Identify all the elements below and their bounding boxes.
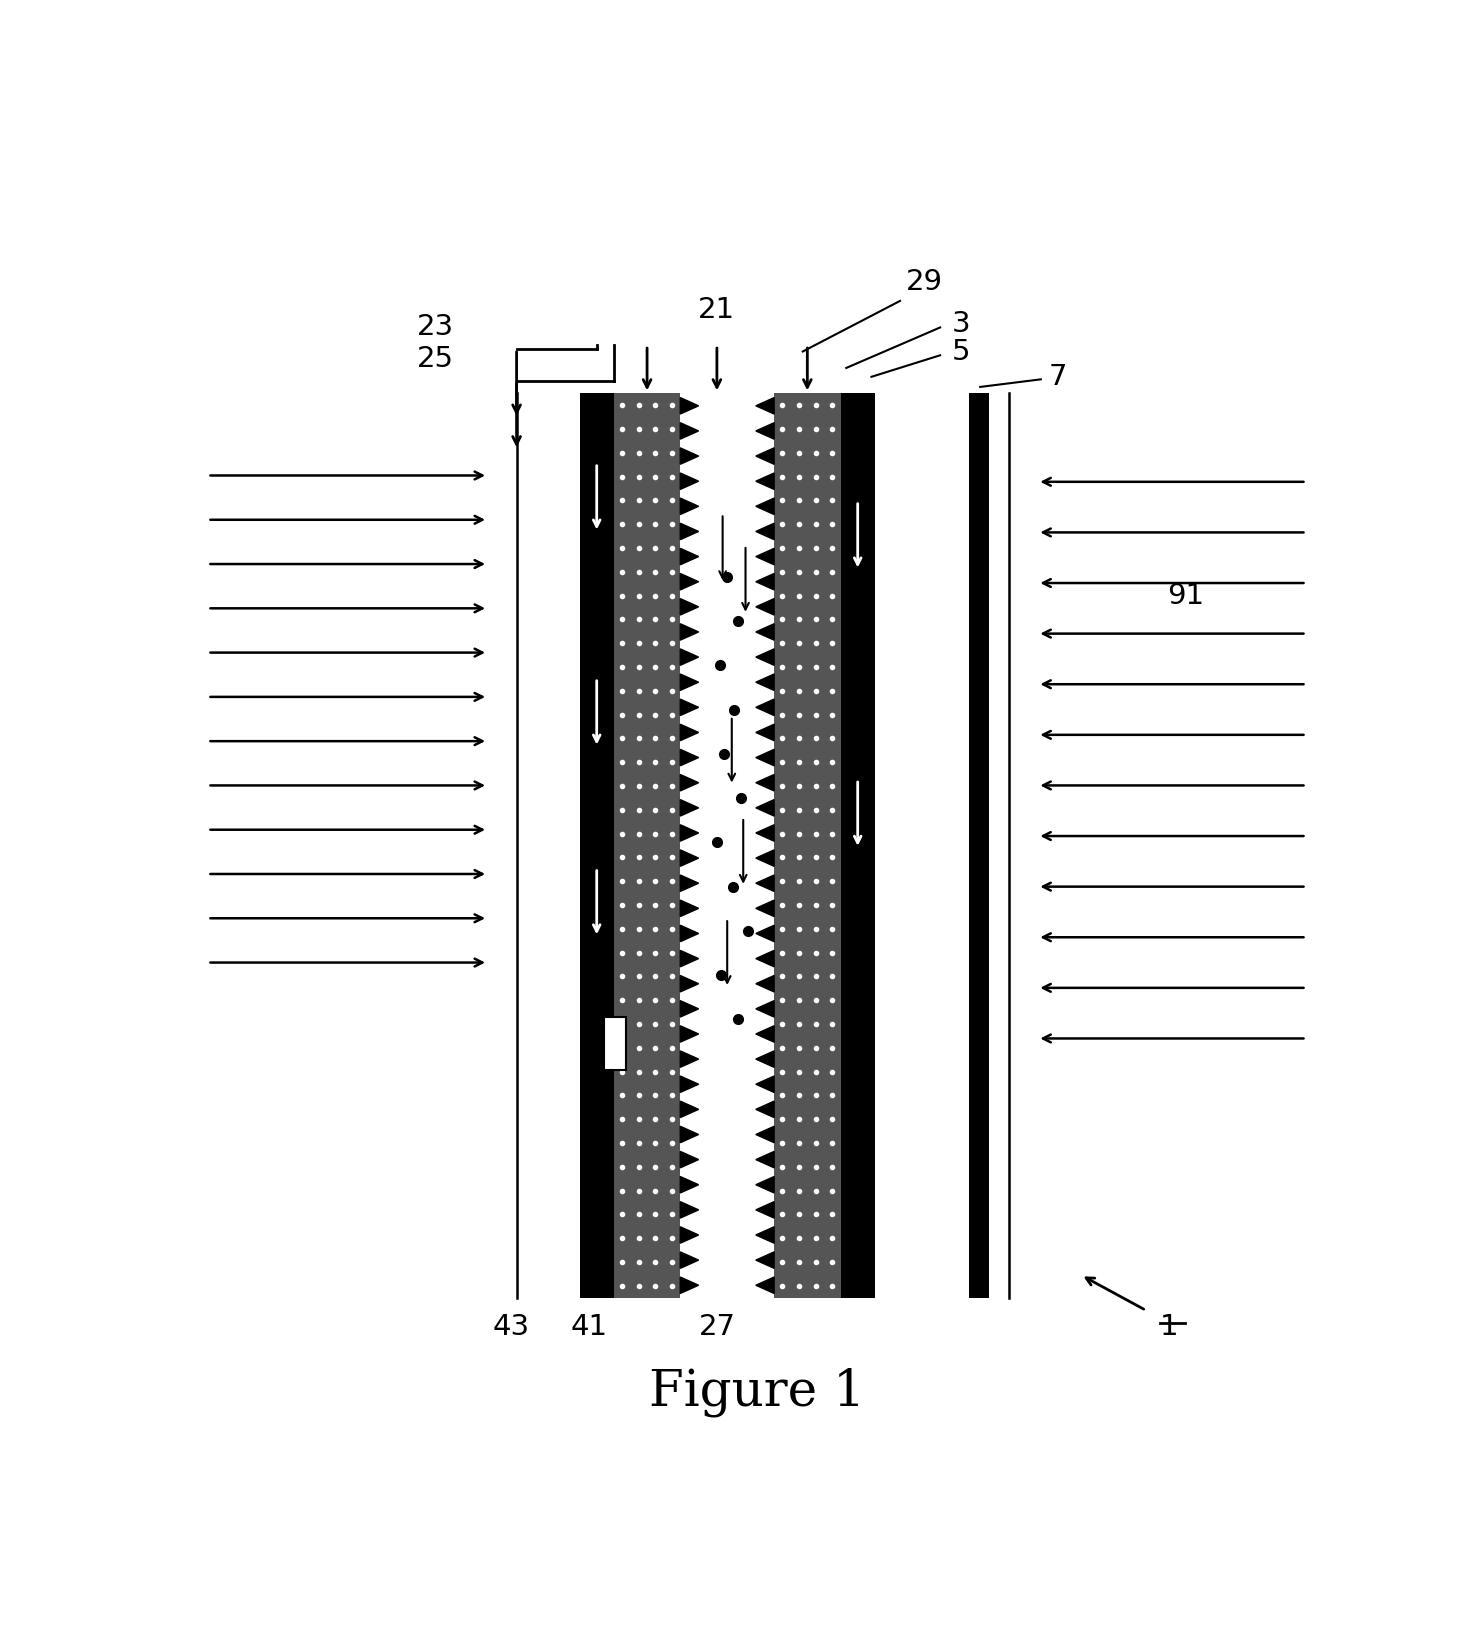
Polygon shape [756, 1052, 774, 1068]
Polygon shape [756, 876, 774, 892]
Polygon shape [681, 1176, 699, 1193]
Polygon shape [681, 549, 699, 565]
Bar [614, 393, 681, 1298]
Polygon shape [756, 573, 774, 590]
Polygon shape [681, 1252, 699, 1268]
Polygon shape [681, 774, 699, 790]
Polygon shape [681, 976, 699, 992]
Text: 21: 21 [699, 296, 736, 324]
Text: 23: 23 [417, 314, 453, 342]
Polygon shape [681, 398, 699, 414]
Polygon shape [681, 1001, 699, 1017]
Polygon shape [756, 1076, 774, 1093]
Polygon shape [756, 1101, 774, 1117]
Polygon shape [681, 422, 699, 439]
Polygon shape [756, 1252, 774, 1268]
Polygon shape [681, 1025, 699, 1042]
Polygon shape [681, 1125, 699, 1144]
Text: 3: 3 [951, 309, 970, 338]
Bar [579, 393, 614, 1298]
Polygon shape [681, 825, 699, 841]
Polygon shape [681, 598, 699, 614]
Polygon shape [681, 749, 699, 766]
Polygon shape [681, 700, 699, 716]
Bar [774, 393, 840, 1298]
Polygon shape [756, 473, 774, 490]
Polygon shape [681, 1201, 699, 1217]
Polygon shape [681, 950, 699, 966]
Text: 7: 7 [1049, 363, 1068, 391]
Polygon shape [756, 976, 774, 992]
Polygon shape [756, 398, 774, 414]
Text: 5: 5 [951, 337, 970, 365]
Polygon shape [756, 1201, 774, 1217]
Polygon shape [756, 449, 774, 465]
Text: 91: 91 [1167, 582, 1204, 610]
Polygon shape [681, 473, 699, 490]
Polygon shape [756, 624, 774, 641]
Polygon shape [756, 950, 774, 966]
Bar [969, 393, 990, 1298]
Polygon shape [756, 774, 774, 790]
Polygon shape [756, 1125, 774, 1144]
Polygon shape [681, 876, 699, 892]
Polygon shape [756, 522, 774, 539]
Bar [604, 1017, 626, 1070]
Polygon shape [756, 1227, 774, 1244]
Text: 43: 43 [492, 1313, 529, 1341]
Polygon shape [756, 800, 774, 817]
Polygon shape [756, 422, 774, 439]
Polygon shape [756, 498, 774, 514]
Polygon shape [681, 624, 699, 641]
Polygon shape [681, 900, 699, 917]
Polygon shape [756, 749, 774, 766]
Polygon shape [756, 549, 774, 565]
Polygon shape [756, 1025, 774, 1042]
Polygon shape [756, 1176, 774, 1193]
Polygon shape [756, 825, 774, 841]
Polygon shape [756, 1001, 774, 1017]
Polygon shape [756, 900, 774, 917]
Polygon shape [756, 598, 774, 614]
Polygon shape [681, 1052, 699, 1068]
Polygon shape [681, 522, 699, 539]
Polygon shape [756, 649, 774, 665]
Text: 1: 1 [1159, 1313, 1179, 1341]
Polygon shape [756, 725, 774, 741]
Polygon shape [756, 1277, 774, 1293]
Polygon shape [681, 1227, 699, 1244]
Polygon shape [756, 674, 774, 690]
Polygon shape [756, 1152, 774, 1168]
Polygon shape [756, 849, 774, 866]
Polygon shape [681, 573, 699, 590]
Polygon shape [681, 1076, 699, 1093]
Polygon shape [681, 725, 699, 741]
Polygon shape [756, 700, 774, 716]
Bar [840, 393, 874, 1298]
Text: 41: 41 [570, 1313, 607, 1341]
Polygon shape [681, 925, 699, 941]
Text: 25: 25 [417, 345, 453, 373]
Polygon shape [681, 649, 699, 665]
Text: Figure 1: Figure 1 [648, 1369, 866, 1418]
Polygon shape [681, 449, 699, 465]
Text: 27: 27 [699, 1313, 736, 1341]
Polygon shape [681, 1101, 699, 1117]
Polygon shape [681, 800, 699, 817]
Polygon shape [681, 1277, 699, 1293]
Polygon shape [756, 925, 774, 941]
Polygon shape [681, 498, 699, 514]
Polygon shape [681, 849, 699, 866]
Text: 29: 29 [905, 268, 942, 296]
Polygon shape [681, 674, 699, 690]
Polygon shape [681, 1152, 699, 1168]
